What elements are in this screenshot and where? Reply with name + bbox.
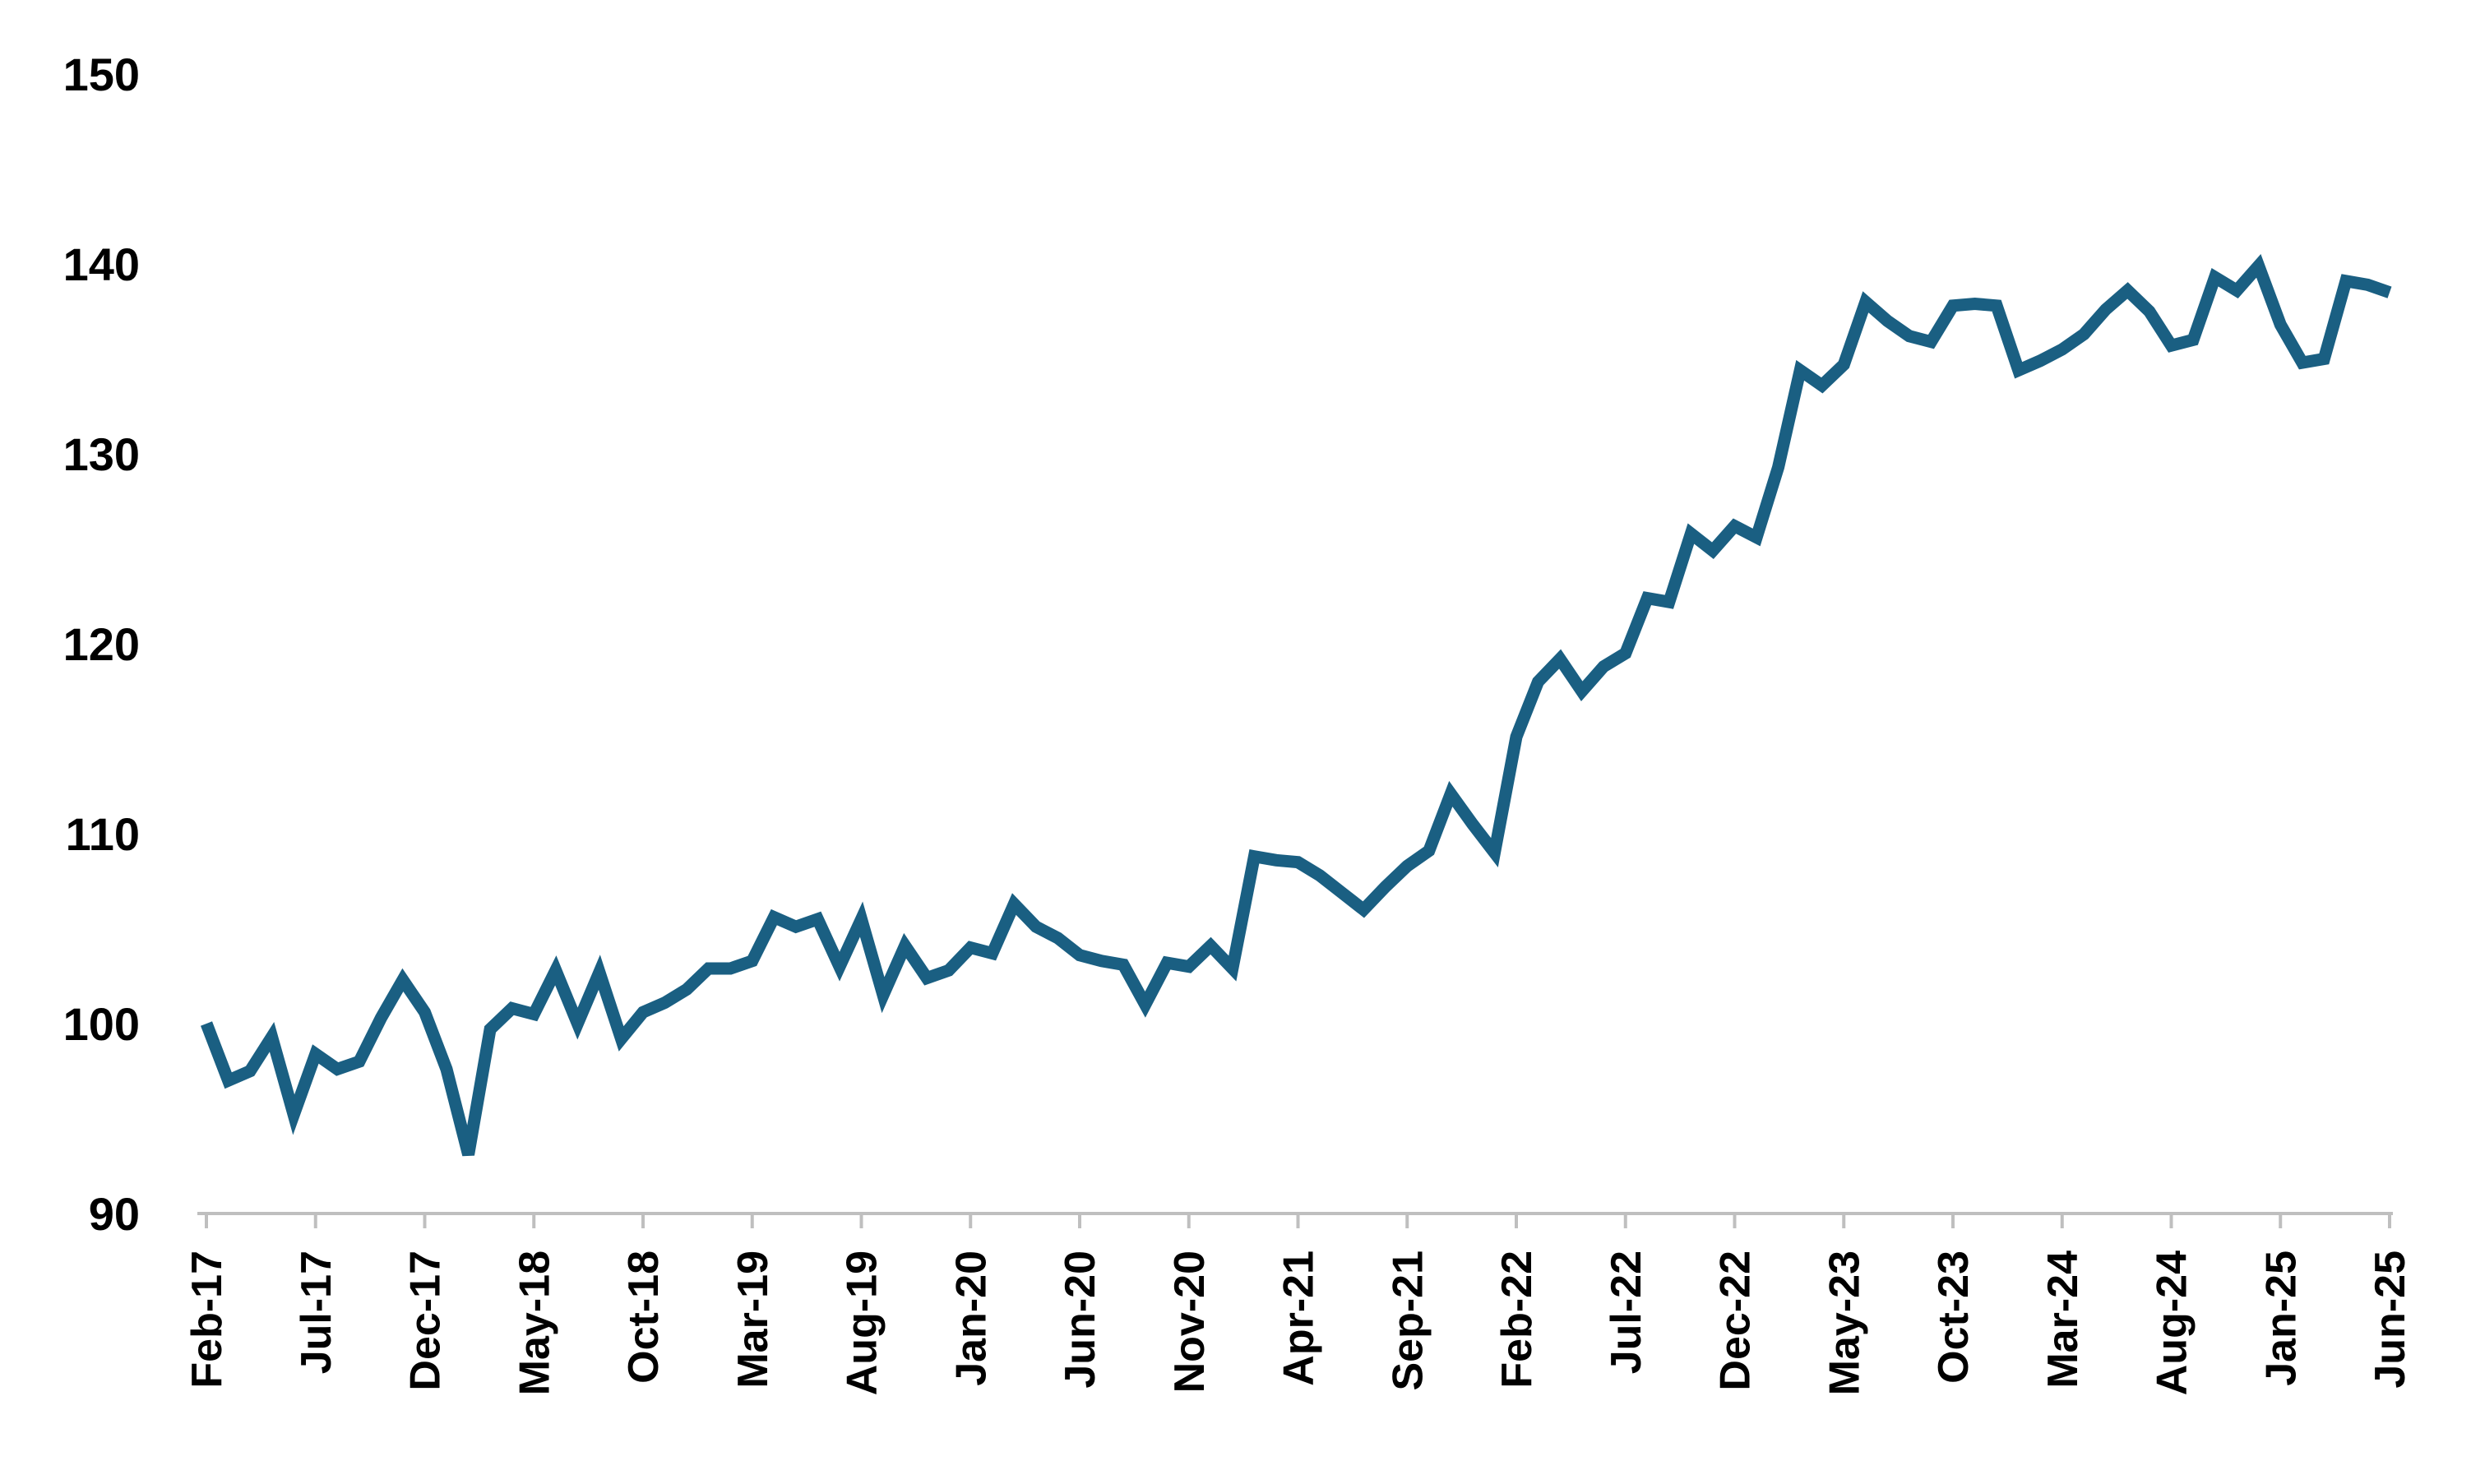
x-tick-label: Sep-21: [1384, 1251, 1432, 1391]
x-tick-label: Jan-25: [2257, 1251, 2305, 1386]
x-tick-label: Feb-17: [183, 1251, 231, 1389]
x-tick-label: Nov-20: [1166, 1251, 1214, 1393]
y-tick-label: 90: [89, 1188, 140, 1240]
x-tick-label: Dec-22: [1712, 1251, 1760, 1391]
y-tick-label: 130: [63, 428, 140, 480]
x-tick-label: May-23: [1821, 1251, 1868, 1395]
x-tick-label: Aug-19: [839, 1251, 886, 1395]
y-tick-label: 140: [63, 238, 140, 290]
series-line: [200, 253, 2392, 1157]
x-tick-label: Aug-24: [2149, 1251, 2196, 1395]
x-tick-label: Jul-22: [1603, 1251, 1650, 1374]
plot-area: [200, 253, 2392, 1157]
x-tick-label: May-18: [511, 1251, 558, 1395]
y-tick-label: 110: [66, 808, 140, 860]
y-tick-label: 150: [63, 49, 140, 100]
x-tick-label: Oct-23: [1930, 1251, 1978, 1384]
y-tick-label: 120: [63, 618, 140, 670]
y-axis: 90 100 110 120 130 140 150: [63, 49, 140, 1240]
x-axis: Feb-17 Jul-17 Dec-17 May-18 Oct-18 Mar-19 Aug-…: [183, 1212, 2414, 1395]
x-tick-label: Jun-20: [1057, 1251, 1104, 1389]
x-tick-label: Feb-22: [1493, 1251, 1541, 1389]
x-tick-label: Jul-17: [293, 1251, 340, 1374]
x-tick-label: Jun-25: [2367, 1251, 2414, 1389]
x-tick-label: Dec-17: [402, 1251, 450, 1391]
x-tick-label: Mar-24: [2039, 1251, 2087, 1389]
y-tick-label: 100: [63, 998, 140, 1050]
x-tick-label: Jan-20: [947, 1251, 995, 1386]
x-tick-label: Mar-19: [729, 1251, 777, 1389]
x-tick-label: Apr-21: [1275, 1251, 1323, 1386]
x-tick-label: Oct-18: [620, 1251, 668, 1384]
